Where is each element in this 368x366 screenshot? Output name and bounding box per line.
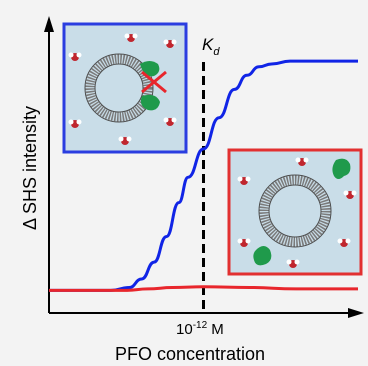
vesicle-free <box>258 174 332 248</box>
y-axis-arrow <box>44 16 54 32</box>
x-axis-label: PFO concentration <box>115 344 265 364</box>
y-axis-label: Δ SHS intensity <box>20 106 40 230</box>
kd-label: Kd <box>202 35 220 58</box>
x-tick-label: 10-12 M <box>176 320 224 338</box>
water-molecules-inset-1 <box>68 33 177 145</box>
protein-free-icon-2 <box>253 246 272 266</box>
water-molecules-inset-2 <box>237 157 357 268</box>
x-axis-arrow <box>348 308 364 318</box>
inset-free-state <box>227 148 363 276</box>
protein-bound-icon-2 <box>140 94 160 111</box>
protein-free-icon <box>332 158 351 179</box>
series-layer <box>49 59 358 292</box>
blocked-cross-icon <box>141 70 167 94</box>
series-line-2 <box>49 285 358 292</box>
inset-bound-state <box>62 22 188 154</box>
series-line-1 <box>49 59 358 292</box>
inset-bound-frame <box>62 22 188 154</box>
